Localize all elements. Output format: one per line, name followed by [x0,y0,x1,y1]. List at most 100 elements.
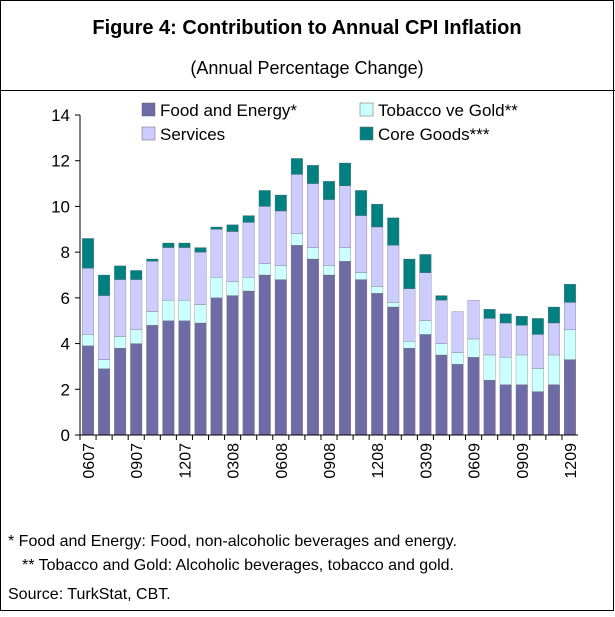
bar-segment [98,368,111,436]
bar-segment [451,311,464,353]
bar-segment [515,354,528,385]
bar-segment [564,283,576,303]
x-tick-label: 0607 [81,443,98,479]
bar-segment [467,338,480,358]
y-tick-label: 4 [61,335,70,354]
bar-segment [323,274,335,436]
bar-segment [82,334,94,347]
bar-segment [194,251,207,305]
bar-segment [483,379,496,436]
bar-segment [258,263,271,276]
bar-segment [210,277,223,299]
bar-segment [387,302,400,308]
bar-segment [419,272,432,321]
legend-label: Services [160,125,225,144]
x-tick-label: 0309 [418,443,435,479]
bar-segment [274,265,287,280]
bar-segment [194,247,207,253]
bar-segment [162,299,175,321]
bar-segment [258,206,271,264]
bar-segment [258,190,271,207]
bar-segment [467,299,480,340]
bar-segment [290,233,303,246]
x-tick-label: 1209 [563,443,580,479]
legend-label: Food and Energy* [160,101,297,120]
bar-segment [564,329,576,360]
bar-segment [531,318,544,335]
bar-segment [210,229,223,278]
bar-segment [467,357,480,436]
bar-segment [210,297,223,436]
bar-segment [114,265,127,280]
bar-segment [564,359,576,436]
bar-segment [114,279,127,337]
legend-swatch [141,102,156,117]
bar-segment [339,185,351,248]
bar-segment [339,247,351,262]
bar-segment [547,322,560,356]
x-tick-label: 1208 [370,443,387,479]
bar-segment [307,247,319,260]
bar-segment [355,215,368,273]
bar-segment [307,165,319,184]
bar-segment [162,242,175,248]
bar-segment [146,258,159,262]
bar-segment [323,265,335,276]
bar-segment [98,295,111,360]
bar-segment [531,391,544,436]
chart-title: Figure 4: Contribution to Annual CPI Inf… [92,17,521,39]
bar-segment [210,226,223,230]
bar-segment [451,363,464,436]
bar-segment [339,261,351,436]
bar-segment [499,322,512,358]
bar-segment [403,288,416,342]
bar-segment [387,217,400,246]
bar-segment [419,334,432,436]
bar-segment [435,295,448,301]
bar-segment [483,318,496,356]
bar-segment [403,258,416,289]
bar-segment [178,299,191,321]
source: Source: TurkStat, CBT. [8,586,171,603]
bar-segment [274,210,287,267]
y-tick-label: 14 [51,106,70,125]
bar-segment [419,254,432,273]
bar-segment [194,304,207,324]
x-tick-label: 0609 [467,443,484,479]
bar-segment [307,183,319,248]
bar-segment [355,190,368,216]
bar-segment [547,354,560,385]
bar-segment [531,334,544,369]
x-tick-label: 0308 [226,443,243,479]
bar-segment [130,270,143,280]
bar-segment [178,247,191,301]
legend-label: Core Goods*** [378,125,490,144]
bar-segment [98,274,111,296]
y-tick-label: 8 [61,243,70,262]
bar-segment [242,215,255,223]
bar-segment [242,277,255,292]
bar-segment [419,320,432,335]
bar-segment [547,306,560,324]
bar-segment [290,245,303,436]
bar-segment [483,309,496,319]
bar-segment [130,329,143,344]
bar-segment [435,299,448,344]
bar-segment [178,242,191,248]
bar-segment [82,267,94,335]
bar-segment [403,341,416,349]
bar-segment [114,336,127,349]
bar-segment [146,261,159,312]
bar-segment [531,368,544,392]
footnote: * Food and Energy: Food, non-alcoholic b… [8,533,457,550]
bar-segment [387,306,400,436]
y-tick-label: 0 [61,426,70,445]
x-tick-label: 0608 [274,443,291,479]
bar-segment [323,181,335,200]
footnote: ** Tobacco and Gold: Alcoholic beverages… [22,557,454,574]
bar-segment [499,357,512,385]
legend-swatch [141,126,156,141]
bar-segment [515,325,528,356]
bar-segment [226,295,239,436]
